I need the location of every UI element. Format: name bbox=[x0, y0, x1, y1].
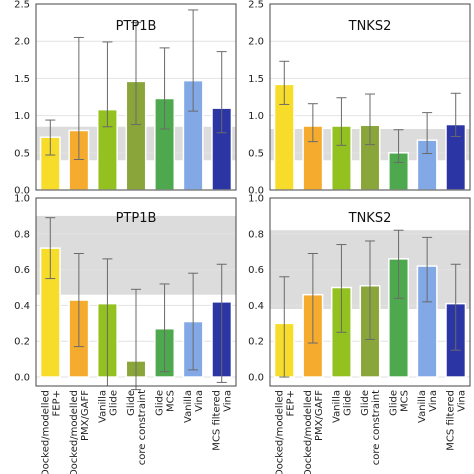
xtick-label-line: Vina bbox=[194, 390, 205, 412]
panel-2-xtick-label-1: Docked/modelled PMX/GAFF bbox=[69, 390, 91, 474]
panel-2-shaded-band bbox=[36, 215, 236, 295]
xtick-label-line: Vina bbox=[428, 390, 439, 412]
xtick-label-line: Vanilla bbox=[97, 390, 108, 423]
panel-0-frame bbox=[35, 3, 237, 191]
panel-2-xtick-label-2: Vanilla Glide bbox=[97, 390, 119, 423]
panel-3-ytick-label: 0.0 bbox=[248, 373, 264, 384]
panel-3-ytick-label: 0.2 bbox=[248, 337, 264, 348]
panel-3-ytick-label: 0.8 bbox=[248, 229, 264, 240]
panel-1-title: TNKS2 bbox=[348, 19, 392, 34]
xtick-label-line: Glide bbox=[126, 390, 137, 416]
xtick-label-line: Vina bbox=[457, 390, 468, 412]
panel-2-ytick-label: 0.6 bbox=[14, 265, 30, 276]
panel-2-xtick-label-4: Glide MCS bbox=[155, 390, 177, 416]
xtick-label-line: Docked/modelled bbox=[40, 390, 51, 474]
panel-3-xtick-label-4: Glide MCS bbox=[389, 390, 411, 416]
panel-3-xtick-label-5: Vanilla Vina bbox=[417, 390, 439, 423]
xtick-label-line: MCS bbox=[400, 390, 411, 412]
panel-2-title: PTP1B bbox=[116, 211, 157, 226]
panel-3-xtick-label-3: Glide core constraint bbox=[360, 390, 382, 465]
panel-3-ytick-label: 0.6 bbox=[248, 265, 264, 276]
panel-2-xtick-label-6: MCS filtered Vina bbox=[212, 390, 234, 451]
panel-3-xtick-label-2: Vanilla Glide bbox=[331, 390, 353, 423]
panel-3-frame bbox=[269, 197, 471, 387]
panel-3-xtick-label-0: Docked/modelled FEP+ bbox=[274, 390, 296, 474]
panel-2-xtick-label-5: Vanilla Vina bbox=[183, 390, 205, 423]
panel-2-ytick-label: 0.2 bbox=[14, 337, 30, 348]
xtick-label-line: PMX/GAFF bbox=[314, 390, 325, 441]
panel-3-ytick-label: 0.4 bbox=[248, 301, 264, 312]
panel-0-title: PTP1B bbox=[116, 19, 157, 34]
xtick-label-line: Glide bbox=[389, 390, 400, 416]
panel-1-ytick-label: 0.0 bbox=[248, 186, 264, 197]
xtick-label-line: Vanilla bbox=[183, 390, 194, 423]
panel-2-ytick-label: 0.0 bbox=[14, 373, 30, 384]
panel-2-ytick-label: 0.8 bbox=[14, 229, 30, 240]
xtick-label-line: Vina bbox=[223, 390, 234, 412]
panel-1-frame bbox=[269, 3, 471, 191]
panel-0-ytick-label: 1.0 bbox=[14, 111, 30, 122]
xtick-label-line: FEP+ bbox=[285, 390, 296, 416]
xtick-label-line: Docked/modelled bbox=[303, 390, 314, 474]
panel-0-ytick-label: 0.0 bbox=[14, 186, 30, 197]
xtick-label-line: core constraint bbox=[371, 390, 382, 465]
panel-0-ytick-label: 2.0 bbox=[14, 37, 30, 48]
xtick-label-line: Vanilla bbox=[417, 390, 428, 423]
xtick-label-line: MCS filtered bbox=[212, 390, 223, 451]
xtick-label-line: Docked/modelled bbox=[274, 390, 285, 474]
panel-3-xtick-label-1: Docked/modelled PMX/GAFF bbox=[303, 390, 325, 474]
panel-2-ytick-label: 1.0 bbox=[14, 194, 30, 205]
panel-1-ytick-label: 2.0 bbox=[248, 37, 264, 48]
xtick-label-line: Vanilla bbox=[331, 390, 342, 423]
panel-1-ytick-label: 0.5 bbox=[248, 148, 264, 159]
xtick-label-line: MCS bbox=[166, 390, 177, 412]
panel-2-frame bbox=[35, 197, 237, 387]
xtick-label-line: PMX/GAFF bbox=[80, 390, 91, 441]
xtick-label-line: Glide bbox=[360, 390, 371, 416]
panel-2-xtick-label-0: Docked/modelled FEP+ bbox=[40, 390, 62, 474]
xtick-label-line: FEP+ bbox=[51, 390, 62, 416]
panel-3-ytick-label: 1.0 bbox=[248, 194, 264, 205]
panel-0-ytick-label: 0.5 bbox=[14, 148, 30, 159]
panel-1-ytick-label: 1.0 bbox=[248, 111, 264, 122]
xtick-label-line: Glide bbox=[342, 390, 353, 416]
xtick-label-line: core constraint bbox=[137, 390, 148, 465]
panel-2-ytick-label: 0.4 bbox=[14, 301, 30, 312]
panel-3-title: TNKS2 bbox=[348, 211, 392, 226]
panel-1-ytick-label: 1.5 bbox=[248, 74, 264, 85]
panel-0-ytick-label: 1.5 bbox=[14, 74, 30, 85]
panel-0-ytick-label: 2.5 bbox=[14, 0, 30, 11]
xtick-label-line: MCS filtered bbox=[446, 390, 457, 451]
xtick-label-line: Glide bbox=[155, 390, 166, 416]
panel-1-ytick-label: 2.5 bbox=[248, 0, 264, 11]
panel-3-xtick-label-6: MCS filtered Vina bbox=[446, 390, 468, 451]
panel-2-xtick-label-3: Glide core constraint bbox=[126, 390, 148, 465]
xtick-label-line: Docked/modelled bbox=[69, 390, 80, 474]
xtick-label-line: Glide bbox=[108, 390, 119, 416]
